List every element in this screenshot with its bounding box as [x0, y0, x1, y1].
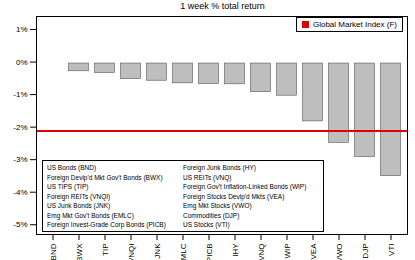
html-text:Emg Mkt Gov't Bonds (EMLC): Emg Mkt Gov't Bonds (EMLC): [47, 211, 134, 219]
html-text:US Stocks (VTI): US Stocks (VTI): [183, 221, 230, 228]
svg-text:-4%: -4%: [13, 188, 27, 197]
html-text:US REITs (VNQ): US REITs (VNQ): [183, 173, 232, 181]
svg-text:VWO: VWO: [335, 244, 344, 260]
html-text:US Bonds (BND): US Bonds (BND): [47, 164, 97, 171]
svg-text:BWX: BWX: [75, 243, 84, 260]
html-text:Foreign Gov't Inflation-Linked: Foreign Gov't Inflation-Linked Bonds (WI…: [183, 183, 307, 190]
svg-text:VNQ: VNQ: [257, 244, 266, 260]
svg-text:PICB: PICB: [205, 244, 214, 260]
svg-text:-5%: -5%: [13, 220, 27, 229]
svg-text:0%: 0%: [16, 58, 28, 67]
svg-text:MLC: MLC: [179, 243, 188, 260]
svg-text:DJP: DJP: [361, 244, 370, 259]
svg-text:IHY: IHY: [231, 243, 240, 257]
html-text:Foreign Stocks Devlp'd Mkts (V: Foreign Stocks Devlp'd Mkts (VEA): [183, 192, 285, 200]
html-text:Foreign Invest-Grade Corp Bond: Foreign Invest-Grade Corp Bonds (PICB): [47, 221, 166, 228]
svg-text:-1%: -1%: [13, 90, 27, 99]
svg-text:BND: BND: [49, 243, 58, 260]
html-text:US Junk Bonds (JNK): US Junk Bonds (JNK): [47, 202, 111, 209]
svg-text:WIP: WIP: [283, 244, 292, 259]
svg-text:JNK: JNK: [153, 243, 162, 259]
html-text:Commodities (DJP): Commodities (DJP): [183, 211, 240, 219]
svg-text:VTI: VTI: [387, 244, 396, 256]
svg-text:-2%: -2%: [13, 123, 27, 132]
html-text:Foreign Junk Bonds (HY): Foreign Junk Bonds (HY): [183, 164, 256, 171]
svg-text:VEA: VEA: [309, 243, 318, 260]
html-text:1 week % total return: 1 week % total return: [180, 1, 265, 11]
html-text:Foreign Devlp'd Mkt Gov't Bond: Foreign Devlp'd Mkt Gov't Bonds (BWX): [47, 173, 163, 181]
html-text:Global Market Index (F): Global Market Index (F): [313, 20, 397, 29]
svg-text:VNQI: VNQI: [127, 244, 136, 260]
svg-text:1%: 1%: [16, 25, 28, 34]
svg-text:TIP: TIP: [101, 244, 110, 256]
svg-text:-3%: -3%: [13, 155, 27, 164]
html-text:US TIPS (TIP): US TIPS (TIP): [47, 183, 89, 190]
html-text:Foreign REITs (VNQI): Foreign REITs (VNQI): [47, 192, 111, 200]
html-text:Emg Mkt Stocks (VWO): Emg Mkt Stocks (VWO): [183, 202, 252, 209]
